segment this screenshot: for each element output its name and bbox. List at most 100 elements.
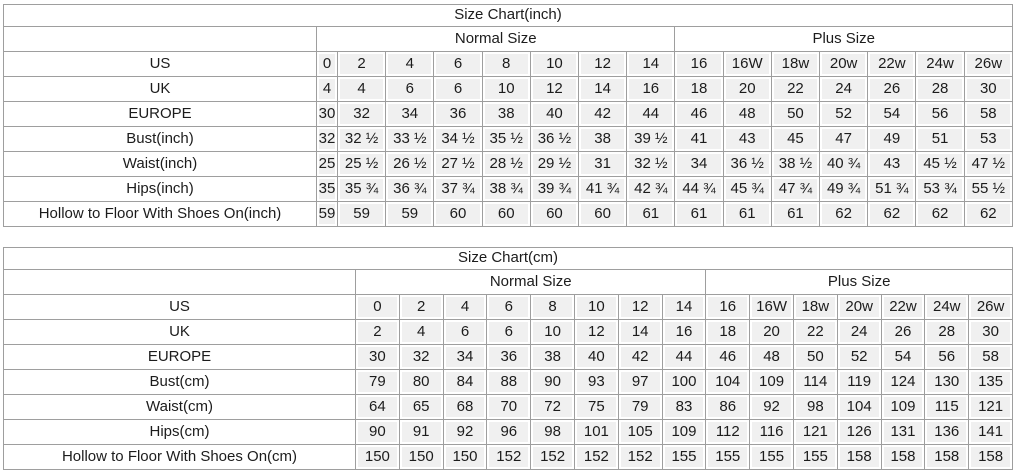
size-cell: 98 — [530, 419, 575, 445]
size-cell: 6 — [433, 51, 483, 77]
size-cell: 6 — [433, 76, 483, 102]
table-row: UK 2 4 6 6 10 12 14 16 18 20 22 24 26 28 30 — [3, 319, 1013, 345]
size-cell: 97 — [617, 369, 663, 395]
size-cell: 51 ¾ — [867, 176, 917, 202]
size-cell: 0 — [316, 51, 338, 77]
size-cell: 101 — [573, 419, 619, 445]
size-cell: 10 — [530, 319, 575, 345]
size-cell: 60 — [481, 201, 531, 227]
size-cell: 62 — [915, 201, 965, 227]
size-cell: 58 — [968, 344, 1013, 370]
size-cell: 36 ½ — [722, 151, 772, 177]
size-cell: 51 — [915, 126, 965, 152]
size-cell: 25 — [316, 151, 338, 177]
size-cell: 121 — [792, 419, 838, 445]
size-cell: 59 — [336, 201, 387, 227]
size-cell: 90 — [355, 419, 400, 445]
size-cell: 12 — [529, 76, 580, 102]
size-cell: 4 — [336, 76, 387, 102]
row-label: Hips(inch) — [3, 176, 317, 202]
size-cell: 116 — [749, 419, 794, 445]
size-cell: 20w — [836, 294, 882, 320]
size-cell: 48 — [722, 101, 772, 127]
size-cell: 121 — [968, 394, 1013, 420]
size-cell: 150 — [442, 444, 488, 470]
size-cell: 112 — [705, 419, 751, 445]
size-cell: 155 — [705, 444, 751, 470]
size-cell: 30 — [968, 319, 1013, 345]
table-row: EUROPE 30 32 34 36 38 40 42 44 46 48 50 52 54 56 58 — [3, 101, 1014, 127]
size-cell: 28 ½ — [481, 151, 531, 177]
size-cell: 47 ½ — [963, 151, 1014, 177]
size-cell: 16 — [674, 51, 724, 77]
size-cell: 45 ½ — [915, 151, 965, 177]
size-cell: 56 — [924, 344, 970, 370]
size-cell: 22w — [880, 294, 926, 320]
size-cell: 24 — [819, 76, 869, 102]
size-cell: 41 ¾ — [578, 176, 628, 202]
size-cell: 86 — [705, 394, 751, 420]
size-cell: 32 — [316, 126, 338, 152]
size-cell: 47 — [819, 126, 869, 152]
group-header-normal-size: Normal Size — [315, 26, 676, 52]
size-cell: 98 — [792, 394, 838, 420]
size-cell: 93 — [573, 369, 619, 395]
table-row: Hollow to Floor With Shoes On(inch) 59 59 5… — [3, 201, 1014, 227]
size-cell: 26 — [880, 319, 926, 345]
size-cell: 18w — [792, 294, 838, 320]
size-cell: 141 — [968, 419, 1013, 445]
size-cell: 22w — [867, 51, 917, 77]
row-label: US — [3, 51, 317, 77]
size-cell: 62 — [867, 201, 917, 227]
size-cell: 16 — [626, 76, 676, 102]
size-cell: 24w — [915, 51, 965, 77]
size-cell: 10 — [529, 51, 580, 77]
size-cell: 32 — [336, 101, 387, 127]
empty-corner-cell — [3, 269, 356, 295]
size-cell: 62 — [963, 201, 1014, 227]
size-cell: 44 — [661, 344, 707, 370]
size-cell: 49 — [867, 126, 917, 152]
row-label: Waist(cm) — [3, 394, 356, 420]
row-label: Bust(inch) — [3, 126, 317, 152]
size-cell: 14 — [626, 51, 676, 77]
size-cell: 30 — [963, 76, 1014, 102]
size-cell: 155 — [661, 444, 707, 470]
size-cell: 24 — [836, 319, 882, 345]
size-cell: 2 — [355, 319, 400, 345]
size-cell: 10 — [481, 76, 531, 102]
row-label: US — [3, 294, 356, 320]
size-cell: 83 — [661, 394, 707, 420]
size-cell: 26w — [963, 51, 1014, 77]
size-cell: 26 — [867, 76, 917, 102]
row-label: EUROPE — [3, 101, 317, 127]
size-cell: 12 — [617, 294, 663, 320]
size-cell: 37 ¾ — [433, 176, 483, 202]
size-cell: 79 — [355, 369, 400, 395]
table-row: Hollow to Floor With Shoes On(cm) 150 150 1… — [3, 444, 1013, 470]
size-cell: 38 — [530, 344, 575, 370]
size-cell: 61 — [770, 201, 821, 227]
size-cell: 18 — [705, 319, 751, 345]
table-row: US 0 2 4 6 8 10 12 14 16 16W 18w 20w 22w 24w 26w — [3, 294, 1013, 320]
size-cell: 158 — [924, 444, 970, 470]
size-cell: 150 — [398, 444, 444, 470]
size-cell: 14 — [661, 294, 707, 320]
size-cell: 38 — [481, 101, 531, 127]
size-cell: 61 — [674, 201, 724, 227]
size-cell: 152 — [530, 444, 575, 470]
size-cell: 6 — [486, 294, 532, 320]
size-cell: 16 — [705, 294, 751, 320]
size-cell: 104 — [705, 369, 751, 395]
size-cell: 44 ¾ — [674, 176, 724, 202]
size-cell: 27 ½ — [433, 151, 483, 177]
size-cell: 30 — [316, 101, 338, 127]
table-row: Hips(cm) 90 91 92 96 98 101 105 109 112 116 121 126 1… — [3, 419, 1013, 445]
table-title: Size Chart(cm) — [3, 247, 1013, 270]
size-cell: 0 — [355, 294, 400, 320]
size-cell: 36 — [433, 101, 483, 127]
table-title: Size Chart(inch) — [3, 4, 1013, 27]
size-cell: 109 — [749, 369, 794, 395]
size-cell: 41 — [674, 126, 724, 152]
size-cell: 92 — [749, 394, 794, 420]
